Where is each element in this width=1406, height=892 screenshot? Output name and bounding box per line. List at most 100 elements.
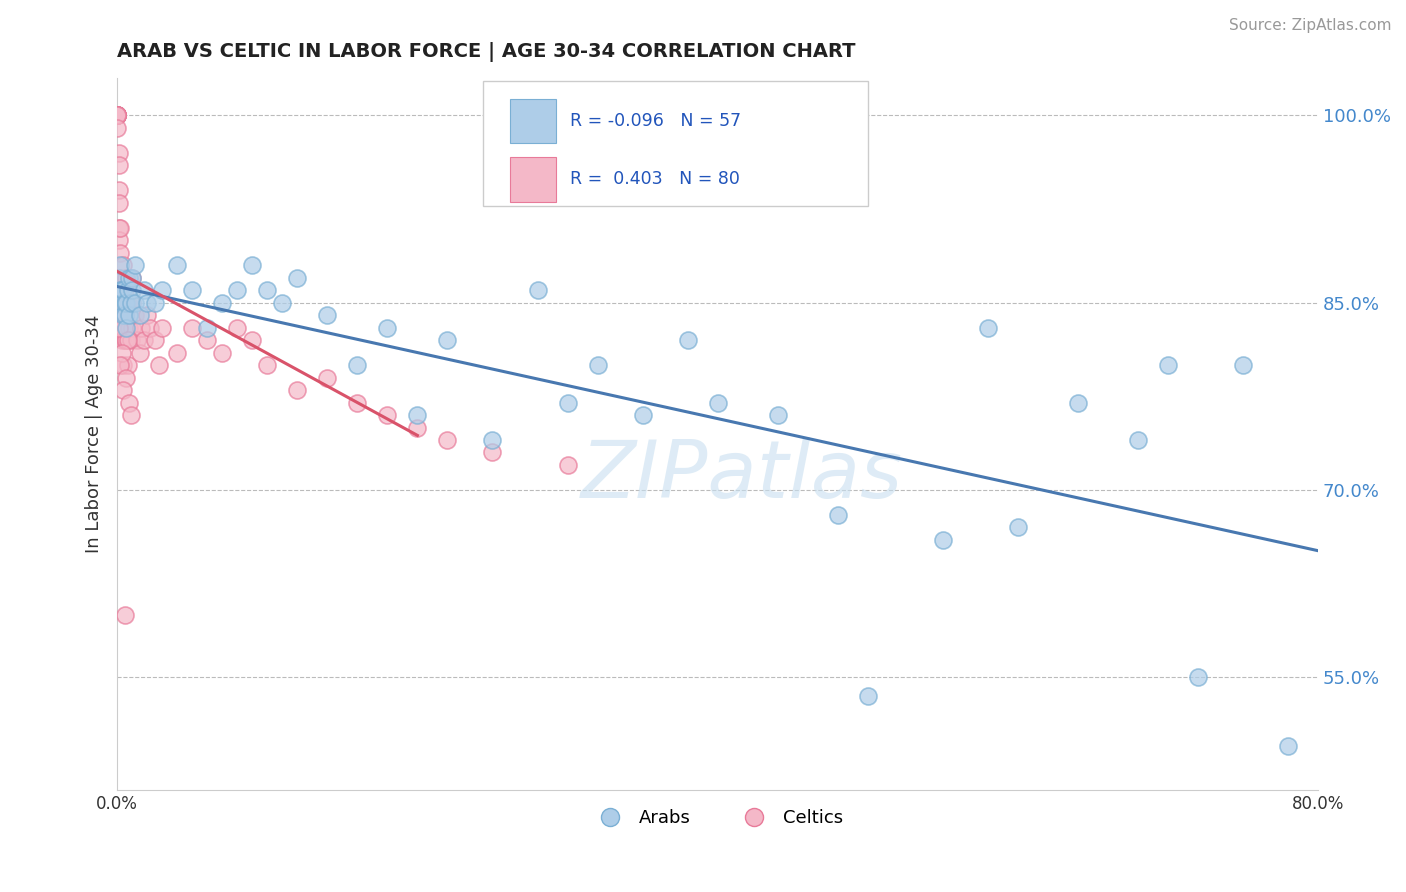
- Point: [107, 158, 129, 172]
- FancyBboxPatch shape: [484, 81, 868, 206]
- Point: [586, 358, 609, 372]
- Point: [316, 370, 339, 384]
- Point: [150, 320, 173, 334]
- Point: [112, 308, 135, 322]
- Point: [526, 283, 548, 297]
- Point: [195, 333, 218, 347]
- Point: [111, 295, 134, 310]
- Point: [121, 320, 143, 334]
- Point: [226, 320, 249, 334]
- Point: [128, 308, 150, 322]
- Point: [195, 320, 218, 334]
- Point: [226, 283, 249, 297]
- Point: [136, 295, 159, 310]
- Point: [1277, 739, 1299, 754]
- Point: [377, 320, 399, 334]
- Point: [105, 108, 128, 122]
- FancyBboxPatch shape: [510, 99, 555, 143]
- Point: [932, 533, 955, 547]
- Point: [557, 458, 579, 472]
- Point: [676, 333, 699, 347]
- Point: [766, 408, 789, 422]
- Point: [112, 258, 135, 272]
- Point: [240, 333, 263, 347]
- Point: [117, 333, 139, 347]
- Point: [105, 108, 128, 122]
- FancyBboxPatch shape: [510, 157, 555, 202]
- Point: [166, 345, 188, 359]
- Point: [316, 308, 339, 322]
- Point: [436, 333, 458, 347]
- Point: [139, 320, 162, 334]
- Point: [108, 258, 131, 272]
- Point: [115, 295, 138, 310]
- Point: [134, 283, 156, 297]
- Point: [1157, 358, 1180, 372]
- Point: [112, 358, 135, 372]
- Point: [240, 258, 263, 272]
- Point: [211, 345, 233, 359]
- Text: ZIPatlas: ZIPatlas: [581, 437, 903, 516]
- Point: [115, 270, 138, 285]
- Point: [125, 333, 148, 347]
- Point: [406, 420, 429, 434]
- Point: [114, 308, 136, 322]
- Point: [256, 283, 278, 297]
- Point: [631, 408, 654, 422]
- Text: R =  0.403   N = 80: R = 0.403 N = 80: [569, 170, 740, 188]
- Point: [211, 295, 233, 310]
- Point: [105, 108, 128, 122]
- Point: [108, 283, 131, 297]
- Point: [107, 195, 129, 210]
- Point: [117, 295, 139, 310]
- Point: [271, 295, 294, 310]
- Point: [285, 383, 308, 397]
- Point: [436, 433, 458, 447]
- Point: [129, 320, 152, 334]
- Point: [1232, 358, 1254, 372]
- Point: [112, 308, 135, 322]
- Point: [181, 320, 204, 334]
- Point: [121, 270, 143, 285]
- Point: [977, 320, 1000, 334]
- Point: [112, 320, 135, 334]
- Point: [108, 270, 131, 285]
- Point: [108, 220, 131, 235]
- Point: [107, 320, 129, 334]
- Point: [256, 358, 278, 372]
- Point: [107, 233, 129, 247]
- Point: [285, 270, 308, 285]
- Point: [377, 408, 399, 422]
- Point: [107, 145, 129, 160]
- Point: [107, 220, 129, 235]
- Point: [1187, 670, 1209, 684]
- Point: [557, 395, 579, 409]
- Point: [1126, 433, 1149, 447]
- Point: [112, 283, 135, 297]
- Point: [346, 358, 368, 372]
- Text: R = -0.096   N = 57: R = -0.096 N = 57: [569, 112, 741, 130]
- Point: [115, 333, 138, 347]
- Point: [114, 308, 136, 322]
- Point: [120, 333, 142, 347]
- Point: [120, 408, 142, 422]
- Point: [706, 395, 728, 409]
- Point: [105, 108, 128, 122]
- Point: [118, 308, 141, 322]
- Point: [107, 183, 129, 197]
- Point: [406, 408, 429, 422]
- Point: [121, 295, 143, 310]
- Point: [150, 283, 173, 297]
- Point: [856, 689, 879, 703]
- Point: [105, 108, 128, 122]
- Point: [105, 108, 128, 122]
- Point: [114, 308, 136, 322]
- Point: [121, 283, 143, 297]
- Point: [111, 283, 134, 297]
- Point: [111, 308, 134, 322]
- Point: [108, 283, 131, 297]
- Text: ARAB VS CELTIC IN LABOR FORCE | AGE 30-34 CORRELATION CHART: ARAB VS CELTIC IN LABOR FORCE | AGE 30-3…: [117, 42, 856, 62]
- Point: [105, 108, 128, 122]
- Point: [115, 320, 138, 334]
- Point: [114, 607, 136, 622]
